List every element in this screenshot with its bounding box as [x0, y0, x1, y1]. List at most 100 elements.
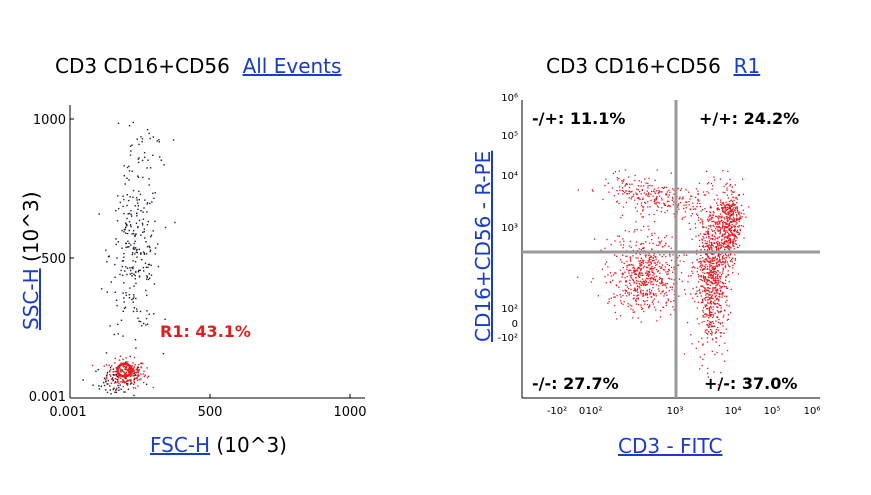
scatter-point	[143, 370, 145, 372]
scatter-point	[702, 268, 705, 271]
scatter-point	[146, 310, 148, 312]
scatter-point	[725, 221, 727, 224]
scatter-point	[708, 225, 710, 227]
scatter-point	[127, 246, 129, 248]
scatter-point	[719, 259, 721, 262]
scatter-point	[711, 303, 713, 305]
scatter-point	[647, 185, 649, 187]
scatter-point	[651, 266, 653, 268]
scatter-point	[661, 283, 663, 285]
right-plot-title: CD3 CD16+CD56 R1	[546, 54, 760, 78]
scatter-point	[106, 261, 108, 263]
scatter-point	[123, 252, 125, 255]
scatter-point	[727, 236, 729, 238]
scatter-point	[705, 289, 707, 291]
scatter-point	[717, 198, 719, 200]
scatter-point	[627, 303, 629, 305]
scatter-point	[738, 194, 740, 196]
scatter-point	[723, 229, 725, 231]
left-y-axis-label: SSC-H (10^3)	[19, 191, 43, 330]
scatter-point	[645, 254, 647, 256]
scatter-point	[727, 220, 729, 222]
scatter-point	[147, 220, 149, 223]
scatter-point	[132, 267, 134, 270]
scatter-point	[128, 371, 130, 373]
scatter-point	[648, 258, 651, 260]
scatter-point	[721, 207, 723, 209]
scatter-point	[142, 362, 144, 365]
scatter-point	[708, 297, 711, 299]
scatter-point	[729, 242, 731, 244]
scatter-point	[731, 221, 734, 223]
scatter-point	[632, 249, 634, 251]
scatter-point	[653, 221, 656, 223]
scatter-point	[707, 296, 709, 298]
scatter-point	[645, 280, 647, 282]
scatter-point	[702, 286, 705, 288]
scatter-point	[137, 161, 140, 164]
scatter-point	[707, 249, 709, 251]
scatter-point	[132, 373, 134, 375]
scatter-point	[635, 276, 637, 278]
scatter-point	[713, 199, 715, 201]
scatter-point	[604, 184, 606, 187]
scatter-point	[706, 170, 708, 172]
scatter-point	[125, 225, 128, 227]
scatter-point	[593, 238, 596, 240]
scatter-point	[698, 234, 700, 237]
right-y-axis-param-link[interactable]: CD16+CD56 - R-PE	[471, 151, 495, 342]
scatter-point	[140, 366, 142, 368]
scatter-point	[668, 200, 670, 202]
left-plot-gate-link[interactable]: All Events	[242, 54, 342, 78]
scatter-point	[710, 300, 712, 303]
scatter-point	[719, 229, 721, 231]
scatter-point	[613, 296, 615, 298]
scatter-point	[715, 303, 717, 305]
scatter-point	[146, 224, 149, 226]
scatter-point	[648, 193, 650, 195]
scatter-point	[704, 297, 707, 299]
scatter-point	[661, 291, 663, 293]
scatter-point	[739, 228, 741, 231]
scatter-point	[608, 298, 610, 300]
scatter-point	[720, 204, 722, 206]
scatter-point	[707, 301, 709, 303]
scatter-point	[716, 216, 719, 218]
left-y-axis-param-link[interactable]: SSC-H	[19, 268, 43, 330]
scatter-point	[692, 202, 694, 204]
right-plot-gate-link[interactable]: R1	[733, 54, 761, 78]
scatter-point	[724, 226, 726, 228]
left-y-tick-label: 1000	[33, 113, 66, 128]
right-x-axis-param-link[interactable]: CD3 - FITC	[618, 434, 723, 458]
scatter-point	[727, 255, 729, 257]
scatter-point	[649, 206, 651, 208]
gate-r1-ellipse[interactable]	[116, 362, 133, 378]
scatter-point	[127, 240, 129, 242]
scatter-point	[737, 211, 739, 213]
scatter-point	[734, 228, 736, 230]
scatter-point	[640, 181, 643, 183]
scatter-point	[606, 261, 608, 263]
scatter-point	[651, 276, 653, 279]
scatter-point	[712, 275, 714, 277]
scatter-point	[718, 303, 720, 305]
scatter-point	[106, 391, 109, 394]
scatter-point	[677, 187, 679, 190]
scatter-point	[129, 379, 131, 381]
scatter-point	[622, 273, 624, 275]
scatter-point	[625, 281, 628, 283]
left-x-axis-param-link[interactable]: FSC-H	[150, 433, 211, 457]
scatter-point	[714, 287, 716, 289]
scatter-point	[715, 341, 717, 343]
scatter-point	[710, 328, 712, 331]
scatter-point	[653, 200, 655, 202]
scatter-point	[639, 272, 641, 274]
scatter-point	[732, 267, 734, 269]
scatter-point	[704, 248, 706, 251]
scatter-point	[743, 213, 745, 215]
scatter-point	[122, 274, 124, 276]
scatter-point	[137, 202, 139, 204]
quadrant-lower-right-label: +/-: 37.0%	[704, 374, 797, 393]
scatter-point	[715, 276, 717, 278]
scatter-point	[649, 268, 651, 270]
